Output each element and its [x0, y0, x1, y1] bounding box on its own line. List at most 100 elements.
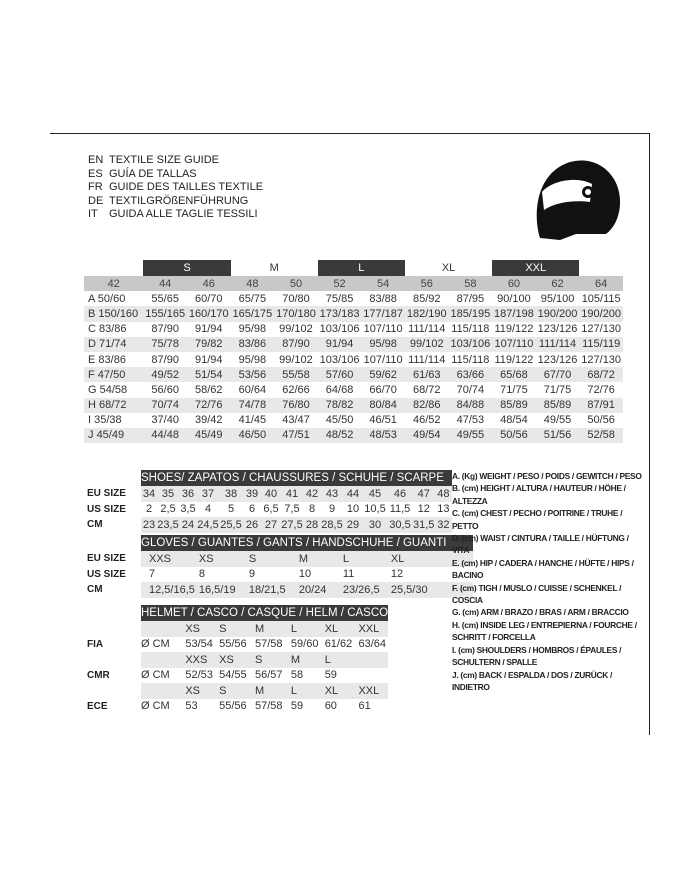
spacer	[141, 652, 186, 668]
row-key: A	[88, 292, 95, 305]
cell-value: 68/72	[99, 399, 127, 412]
table-cell: 39	[243, 486, 261, 502]
table-cell: 23,5	[157, 517, 179, 533]
size-header: 52	[317, 276, 362, 292]
table-cell: 51/56	[535, 427, 580, 444]
table-cell: 66/70	[369, 383, 397, 396]
table-cell: 24,5	[197, 517, 219, 533]
table-cell: 127/130	[581, 353, 622, 366]
table-cell: 111/114	[535, 336, 580, 352]
cell-value: 54/58	[99, 383, 128, 396]
helmet-size: XL	[324, 683, 359, 699]
helmet-value: 53/54	[185, 638, 213, 651]
table-cell: 119/122	[494, 323, 534, 336]
cell-value: 83/86	[99, 323, 127, 336]
table-row: US SIZE 7 8 9 10 11 12	[87, 567, 473, 583]
cell-value: 35/38	[94, 414, 122, 427]
table-cell: 111/114	[408, 323, 446, 336]
table-cell: 37	[197, 486, 219, 502]
table-cell: 80/84	[361, 397, 405, 413]
helmet-size: S	[255, 652, 291, 668]
table-cell: 64/68	[325, 383, 354, 396]
table-cell: 123/126	[537, 353, 578, 366]
size-header: 60	[492, 276, 536, 292]
table-cell: 99/102	[404, 336, 449, 352]
cell-value: 83/86	[98, 353, 126, 366]
table-cell: 68/72	[412, 383, 441, 396]
table-cell: 49/55	[543, 414, 572, 427]
table-row: D 71/74 75/78 79/82 83/86 87/90 91/94 95/98 99/…	[84, 336, 623, 352]
size-band: S	[143, 260, 231, 276]
table-cell: 25,5/30	[386, 582, 473, 598]
row-key: F	[88, 368, 95, 381]
legend-item: C. (cm) CHEST / PECHO / POITRINE / TRUHE…	[452, 508, 623, 531]
table-cell: 27	[261, 517, 281, 533]
table-cell: 70/80	[282, 292, 310, 305]
table-cell: 28,5	[321, 517, 343, 533]
table-cell: 5	[227, 503, 235, 516]
table-cell: 12,5/16,5	[141, 582, 195, 598]
table-cell: L	[338, 551, 387, 567]
helmet-size: XS	[185, 621, 220, 637]
table-cell: 47/51	[274, 427, 318, 444]
helmet-size-row: XS S M L XL XXL	[87, 621, 389, 637]
helmet-size	[358, 652, 389, 668]
helmet-value: 59/60	[290, 638, 319, 651]
helmet-size: L	[324, 652, 359, 668]
table-cell: 48/52	[317, 427, 362, 444]
table-cell: 68/72	[579, 367, 623, 383]
helmet-value: 56/57	[255, 669, 283, 682]
helmet-value: 52/53	[185, 669, 213, 682]
table-cell: 35	[157, 486, 179, 502]
table-cell: 72/76	[587, 383, 615, 396]
table-cell: 170/180	[274, 306, 318, 322]
helmet-value: 58	[290, 669, 304, 682]
table-cell: 31,5	[413, 517, 435, 533]
table-cell: 65/68	[492, 367, 536, 383]
table-cell: 30,5	[387, 517, 413, 533]
table-cell: 87/90	[151, 323, 179, 336]
table-cell: 47/53	[456, 414, 485, 427]
table-cell: 2	[145, 503, 153, 516]
table-cell: 115/118	[451, 323, 490, 336]
table-cell: 40	[261, 486, 281, 502]
table-cell: 8	[308, 503, 316, 516]
table-cell: 55/65	[151, 292, 179, 305]
helmet-size: XXL	[358, 683, 389, 699]
spacer	[87, 470, 141, 486]
table-cell: 71/75	[543, 383, 572, 396]
table-cell: 51/54	[186, 367, 231, 383]
cell-value: 150/160	[98, 307, 139, 320]
table-cell: XS	[194, 551, 245, 567]
table-cell: 107/110	[363, 323, 403, 336]
spacer	[141, 621, 186, 637]
title-block: EN TEXTILE SIZE GUIDE ES GUÍA DE TALLAS FR…	[88, 154, 263, 222]
helmet-section: HELMET / CASCO / CASQUE / HELM / CASCO XS…	[87, 605, 389, 714]
helmet-title: HELMET / CASCO / CASQUE / HELM / CASCO	[141, 605, 389, 621]
table-cell: 103/106	[448, 336, 493, 352]
table-cell: 95/100	[540, 292, 575, 305]
table-cell: 87/95	[456, 292, 485, 305]
legend-item: A. (Kg) WEIGHT / PESO / POIDS / GEWITCH …	[452, 471, 642, 481]
table-row: US SIZE 2 2,5 3,5 4 5 6 6,5 7,5 8 9 10 10,5 11,5 12 13	[87, 502, 452, 518]
table-cell: 11	[342, 568, 355, 581]
table-cell: 11,5	[389, 503, 411, 516]
table-cell: 115/118	[451, 353, 490, 366]
table-row: C 83/86 87/90 91/94 95/98 99/102 103/106 107/1…	[84, 322, 623, 337]
size-band	[579, 260, 623, 276]
table-cell: 39/42	[195, 414, 223, 427]
table-cell: 20/24	[294, 582, 339, 598]
legend-item: G. (cm) ARM / BRAZO / BRAS / ARM / BRACC…	[452, 607, 629, 618]
legend-item: F. (cm) TIGH / MUSLO / CUISSE / SCHENKEL…	[452, 582, 622, 606]
helmet-size: XXS	[185, 652, 220, 668]
helmet-value-row: CMR Ø CM 52/53 54/55 56/57 58 59	[87, 668, 388, 684]
legend-item: E. (cm) HIP / CADERA / HANCHE / HÜFTE / …	[452, 557, 634, 581]
table-cell: 177/187	[361, 306, 405, 322]
helmet-value: 53	[185, 700, 198, 713]
table-row: CM 23 23,5 24 24,5 25,5 26 27 27,5 28 28,5 29 30 30,5…	[87, 517, 453, 533]
table-row: B 150/160 155/165 160/170 165/175 170/180 173…	[84, 306, 623, 322]
helmet-size: M	[255, 683, 291, 699]
measurement-legend: A. (Kg) WEIGHT / PESO / POIDS / GEWITCH …	[452, 470, 642, 693]
size-header: 42	[84, 276, 144, 292]
table-cell: 9	[328, 503, 336, 516]
